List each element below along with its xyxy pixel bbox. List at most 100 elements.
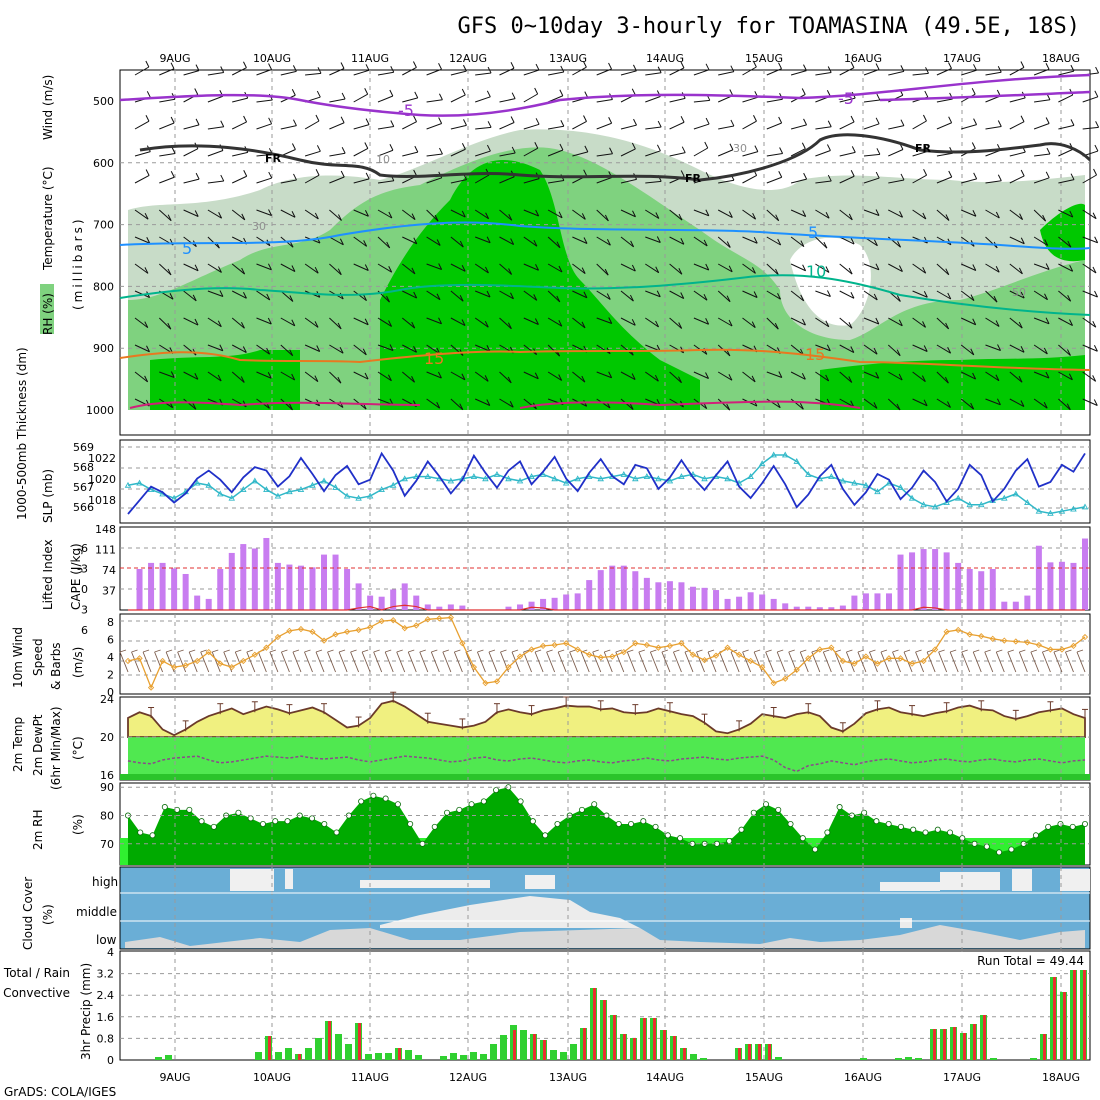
wind-barb: [280, 398, 293, 411]
wind-barb: [1094, 290, 1098, 298]
thickness-point: [447, 477, 455, 484]
wind-barb: [293, 119, 297, 126]
ylabel-temp: Temperature (°C): [41, 166, 55, 271]
wind-barb: [499, 263, 512, 275]
label-15-2: 15: [805, 345, 825, 364]
wind-barb: [1045, 171, 1050, 179]
wind-barb: [486, 345, 491, 352]
wind10-barb: [961, 651, 971, 673]
wind-barb: [948, 62, 952, 69]
cape-bar: [517, 604, 524, 610]
wind-barb: [1033, 123, 1050, 130]
wind-barb: [936, 398, 951, 408]
wind-barb: [972, 372, 977, 380]
thickness-point: [193, 479, 201, 486]
wind10-barb: [765, 651, 775, 673]
wind-barb: [523, 263, 539, 271]
wind-barb: [316, 345, 321, 352]
wind10-points: [124, 614, 1089, 691]
wind-barb: [134, 175, 150, 184]
wind-barb: [523, 236, 538, 247]
wind-barb: [144, 375, 149, 383]
thickness-point: [805, 471, 812, 477]
wind-barb: [305, 72, 322, 76]
wind10-barb: [1053, 649, 1061, 653]
wind-barb: [337, 268, 342, 275]
wind-barb: [620, 263, 636, 272]
temp-tick: 20: [100, 731, 114, 744]
dewpt-floor: [120, 774, 1090, 780]
wind-barb: [377, 263, 392, 273]
cape-bar: [782, 603, 789, 610]
wind-barb: [169, 293, 174, 300]
wind-barb: [669, 317, 683, 329]
wind10-barb: [822, 651, 832, 673]
pressure-tick: 500: [93, 95, 114, 108]
wind-barb: [267, 372, 272, 379]
wind-barb: [195, 172, 200, 180]
wind-barb: [558, 265, 563, 273]
wind-barb: [815, 209, 830, 219]
date-label-top: 15AUG: [745, 52, 783, 65]
rh2m-point: [640, 818, 647, 825]
wind-barb: [450, 179, 467, 184]
wind-barb: [1058, 179, 1075, 184]
wind-barb: [523, 317, 539, 325]
date-label-bottom: 13AUG: [549, 1071, 587, 1084]
rh2m-point: [247, 815, 254, 822]
chart-title: GFS 0~10day 3-hourly for TOAMASINA (49.5…: [457, 14, 1080, 39]
wind-barb: [256, 99, 273, 103]
cape-bar: [528, 601, 535, 610]
li-tick: 0: [81, 583, 88, 596]
wind-barb: [693, 263, 709, 271]
wind-barb: [192, 403, 197, 410]
wind-barb: [183, 70, 200, 76]
wind-barb: [703, 293, 708, 301]
footer-credit: GrADS: COLA/IGES: [4, 1085, 116, 1099]
wind-barb: [887, 344, 901, 357]
cape-bar: [793, 606, 800, 610]
wind-barb: [329, 344, 344, 354]
temperature-contours: [119, 73, 1092, 409]
wind-barb: [170, 62, 175, 69]
wind-barb: [547, 317, 563, 327]
thickness-point: [701, 475, 708, 482]
wind-barb: [548, 125, 564, 130]
wind-barb: [948, 116, 953, 123]
wind-barb: [534, 318, 539, 325]
wind-barb: [1042, 214, 1047, 222]
wind-barb: [289, 349, 294, 356]
wind-barb: [581, 321, 586, 329]
wind-barb: [134, 371, 148, 383]
wind-barb: [572, 151, 588, 157]
wind-barb: [912, 72, 929, 76]
wind-barb: [413, 237, 418, 244]
rh2m-point: [210, 823, 217, 830]
wind-barb: [535, 118, 540, 125]
wind-barb: [240, 376, 245, 383]
thickness-point: [551, 475, 558, 482]
wind10-barb: [869, 649, 876, 653]
wind-barb: [657, 120, 662, 128]
wind-barb: [728, 211, 733, 218]
wind-barb: [523, 290, 538, 301]
wind-barb: [134, 263, 149, 274]
wind10-point: [424, 616, 431, 623]
wind-barb: [353, 124, 370, 130]
wind-barb: [839, 209, 853, 221]
cape-bar: [240, 544, 247, 610]
wind10-barb: [281, 649, 288, 653]
wind-barb: [487, 66, 492, 74]
wind-barb: [633, 64, 637, 72]
wind-barb: [680, 170, 685, 177]
wind10-barb: [569, 651, 579, 673]
wind-barb: [583, 115, 587, 122]
wind-barb: [388, 211, 393, 219]
wind10-barb: [869, 651, 878, 673]
label-10: 10: [806, 262, 826, 281]
wind-barb: [863, 398, 878, 409]
wind10-barb: [684, 649, 692, 653]
wind-barb: [596, 153, 613, 157]
wind-barb: [850, 170, 855, 177]
wind-barb: [620, 209, 636, 218]
